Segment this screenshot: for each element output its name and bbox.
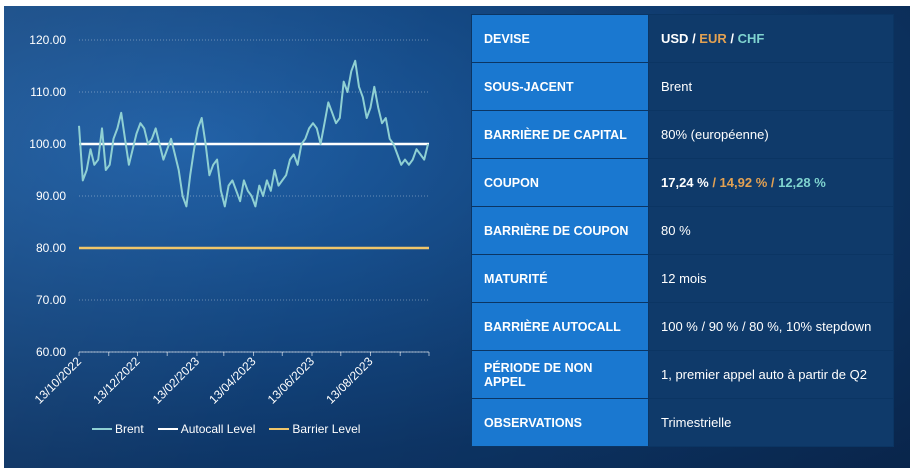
x-tick-label: 13/10/2022 (32, 354, 85, 407)
label-sous-jacent: SOUS-JACENT (471, 62, 649, 111)
legend-label-autocall: Autocall Level (180, 422, 256, 436)
value-periode-non-appel: 1, premier appel auto à partir de Q2 (648, 350, 894, 399)
row-devise: DEVISE USD / EUR / CHF (471, 14, 894, 63)
row-barriere-autocall: BARRIÈRE AUTOCALL 100 % / 90 % / 80 %, 1… (471, 302, 894, 351)
value-barriere-capital: 80% (européenne) (648, 110, 894, 159)
y-tick-label: 100.00 (29, 137, 66, 151)
label-barriere-coupon: BARRIÈRE DE COUPON (471, 206, 649, 255)
legend-swatch-barrier (269, 428, 290, 430)
legend-swatch-autocall (157, 428, 178, 430)
label-periode-non-appel: PÉRIODE DE NON APPEL (471, 350, 649, 399)
row-barriere-coupon: BARRIÈRE DE COUPON 80 % (471, 206, 894, 255)
x-tick-label: 13/12/2022 (90, 354, 143, 407)
value-devise: USD / EUR / CHF (648, 14, 894, 63)
row-barriere-capital: BARRIÈRE DE CAPITAL 80% (européenne) (471, 110, 894, 159)
y-tick-label: 80.00 (36, 241, 66, 255)
legend-swatch-brent (92, 428, 112, 430)
label-barriere-capital: BARRIÈRE DE CAPITAL (471, 110, 649, 159)
product-terms-table: DEVISE USD / EUR / CHF SOUS-JACENT Brent… (471, 14, 894, 447)
value-barriere-autocall: 100 % / 90 % / 80 %, 10% stepdown (648, 302, 894, 351)
value-observations: Trimestrielle (648, 398, 894, 447)
devise-eur: EUR (699, 31, 727, 46)
legend-label-brent: Brent (115, 422, 144, 436)
value-coupon: 17,24 % / 14,92 % / 12,28 % (648, 158, 894, 207)
legend-item-barrier: Barrier Level (269, 422, 360, 436)
y-tick-label: 110.00 (30, 85, 66, 99)
row-observations: OBSERVATIONS Trimestrielle (471, 398, 894, 447)
row-sous-jacent: SOUS-JACENT Brent (471, 62, 894, 111)
x-tick-label: 13/04/2023 (206, 354, 259, 407)
y-tick-label: 90.00 (36, 189, 66, 203)
devise-chf: CHF (737, 31, 765, 46)
brent-series-line (78, 59, 429, 208)
coupon-eur: 14,92 % (719, 175, 768, 190)
row-maturite: MATURITÉ 12 mois (471, 254, 894, 303)
x-tick-label: 13/02/2023 (150, 354, 203, 407)
devise-usd: USD (661, 31, 689, 46)
value-maturite: 12 mois (648, 254, 894, 303)
row-coupon: COUPON 17,24 % / 14,92 % / 12,28 % (471, 158, 894, 207)
y-tick-label: 70.00 (36, 293, 66, 307)
value-barriere-coupon: 80 % (648, 206, 894, 255)
label-devise: DEVISE (471, 14, 649, 63)
row-periode-non-appel: PÉRIODE DE NON APPEL 1, premier appel au… (471, 350, 894, 399)
legend-item-autocall: Autocall Level (157, 422, 256, 436)
label-maturite: MATURITÉ (471, 254, 649, 303)
y-tick-label: 60.00 (36, 345, 66, 359)
y-tick-label: 120.00 (29, 33, 66, 47)
legend-label-barrier: Barrier Level (292, 422, 361, 436)
coupon-chf: 12,28 % (778, 175, 826, 190)
label-coupon: COUPON (471, 158, 649, 207)
label-barriere-autocall: BARRIÈRE AUTOCALL (471, 302, 649, 351)
x-tick-label: 13/06/2023 (265, 354, 318, 407)
chart-legend: Brent Autocall Level Barrier Level (92, 422, 360, 436)
value-sous-jacent: Brent (648, 62, 894, 111)
label-observations: OBSERVATIONS (471, 398, 649, 447)
legend-item-brent: Brent (92, 422, 144, 436)
x-tick-label: 13/08/2023 (323, 354, 376, 407)
coupon-usd: 17,24 % (661, 175, 709, 190)
